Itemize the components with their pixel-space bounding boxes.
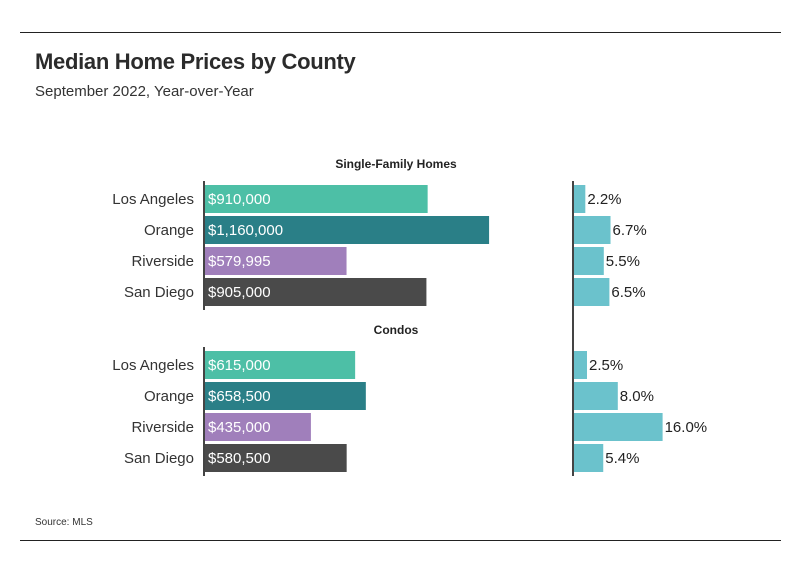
county-label-sfh-orange: Orange — [144, 222, 194, 239]
source-note: Source: MLS — [35, 517, 93, 528]
yoy-label-condo-san-diego: 5.4% — [605, 450, 639, 467]
yoy-label-sfh-los-angeles: 2.2% — [587, 191, 621, 208]
price-bar-sfh-orange — [204, 216, 490, 244]
yoy-label-sfh-riverside: 5.5% — [606, 253, 640, 270]
price-label-condo-san-diego: $580,500 — [208, 450, 271, 467]
county-label-condo-orange: Orange — [144, 388, 194, 405]
price-label-condo-orange: $658,500 — [208, 388, 271, 405]
price-bar-condo-san-diego — [204, 444, 347, 472]
price-bar-sfh-riverside — [204, 247, 347, 275]
county-label-sfh-riverside: Riverside — [131, 253, 194, 270]
price-bar-condo-riverside — [204, 413, 311, 441]
county-label-sfh-san-diego: San Diego — [124, 284, 194, 301]
yoy-label-condo-orange: 8.0% — [620, 388, 654, 405]
chart-title: Median Home Prices by County — [35, 49, 356, 74]
yoy-bar-condo-orange — [573, 382, 618, 410]
yoy-bar-sfh-san-diego — [573, 278, 610, 306]
yoy-label-condo-riverside: 16.0% — [665, 419, 708, 436]
county-label-sfh-los-angeles: Los Angeles — [112, 191, 194, 208]
yoy-bar-sfh-riverside — [573, 247, 604, 275]
bottom-rule — [20, 540, 781, 541]
price-label-condo-los-angeles: $615,000 — [208, 357, 271, 374]
county-label-condo-san-diego: San Diego — [124, 450, 194, 467]
price-label-sfh-riverside: $579,995 — [208, 253, 271, 270]
price-bar-condo-orange — [204, 382, 366, 410]
price-label-sfh-orange: $1,160,000 — [208, 222, 283, 239]
yoy-bar-sfh-los-angeles — [573, 185, 586, 213]
price-bar-condo-los-angeles — [204, 351, 356, 379]
county-label-condo-los-angeles: Los Angeles — [112, 357, 194, 374]
section-title-sfh: Single-Family Homes — [335, 157, 457, 171]
yoy-label-sfh-san-diego: 6.5% — [611, 284, 645, 301]
price-label-condo-riverside: $435,000 — [208, 419, 271, 436]
section-title-condo: Condos — [374, 323, 419, 337]
yoy-bar-condo-los-angeles — [573, 351, 587, 379]
yoy-label-condo-los-angeles: 2.5% — [589, 357, 623, 374]
yoy-label-sfh-orange: 6.7% — [613, 222, 647, 239]
yoy-bar-sfh-orange — [573, 216, 611, 244]
price-bar-sfh-los-angeles — [204, 185, 428, 213]
chart-subtitle: September 2022, Year-over-Year — [35, 83, 254, 100]
yoy-bar-condo-san-diego — [573, 444, 604, 472]
price-label-sfh-los-angeles: $910,000 — [208, 191, 271, 208]
yoy-bar-condo-riverside — [573, 413, 663, 441]
top-rule — [20, 32, 781, 33]
price-bar-sfh-san-diego — [204, 278, 427, 306]
price-label-sfh-san-diego: $905,000 — [208, 284, 271, 301]
county-label-condo-riverside: Riverside — [131, 419, 194, 436]
